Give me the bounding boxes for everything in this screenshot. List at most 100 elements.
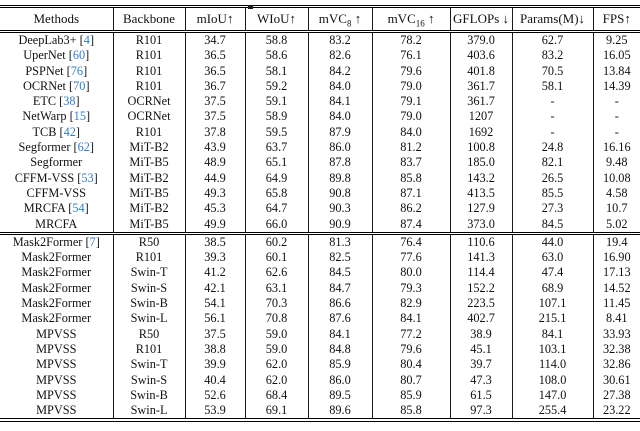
method-cell: Segformer [62] bbox=[18, 140, 94, 155]
value-cell: 86.6 bbox=[307, 296, 373, 312]
method-cell: Mask2Former bbox=[21, 311, 92, 326]
citation-link[interactable]: 53 bbox=[81, 170, 94, 185]
value-cell: 1207 bbox=[449, 109, 513, 125]
method-cell: TCB [42] bbox=[32, 124, 81, 139]
citation-link[interactable]: 62 bbox=[77, 140, 90, 155]
value-cell: 68.4 bbox=[244, 387, 309, 404]
header-arrow: ↑ bbox=[351, 11, 362, 26]
citation-link[interactable]: 70 bbox=[73, 78, 86, 93]
value-cell: 41.2 bbox=[184, 265, 246, 281]
value-cell: 70.3 bbox=[244, 296, 309, 312]
value-cell: 58.1 bbox=[244, 63, 309, 79]
citation-link[interactable]: 7 bbox=[89, 234, 96, 249]
table-row: TCB [42] R101 37.8 59.5 87.9 84.0 1692- - bbox=[0, 124, 640, 141]
value-cell: 85.8 bbox=[371, 403, 451, 423]
method-cell: Mask2Former bbox=[21, 280, 92, 295]
backbone-cell: MiT-B5 bbox=[112, 185, 186, 202]
method-cell: MPVSS bbox=[36, 387, 77, 402]
value-cell: 361.7 bbox=[449, 94, 513, 110]
value-cell: 69.1 bbox=[244, 403, 309, 423]
value-cell: 79.0 bbox=[371, 109, 451, 125]
header-label: mIoU bbox=[196, 11, 227, 26]
backbone-cell: MiT-B5 bbox=[112, 155, 186, 171]
header-label: FPS bbox=[602, 11, 625, 26]
value-cell: 32.86 bbox=[592, 357, 640, 373]
method-cell: PSPNet [76] bbox=[25, 63, 88, 78]
value-cell: 80.7 bbox=[371, 372, 451, 388]
col-header-methods: Methods bbox=[0, 5, 114, 33]
value-cell: 361.7 bbox=[449, 78, 513, 95]
method-cell: MPVSS bbox=[36, 372, 77, 387]
backbone-cell: Swin-L bbox=[112, 311, 186, 327]
header-subscript: 8 bbox=[346, 18, 352, 29]
value-cell: 141.3 bbox=[449, 250, 513, 266]
header-arrow: ↑ bbox=[289, 11, 297, 26]
citation-link[interactable]: 54 bbox=[72, 201, 85, 216]
citation-link[interactable]: 60 bbox=[72, 48, 86, 63]
value-cell: 39.3 bbox=[184, 250, 246, 266]
value-cell: 78.2 bbox=[371, 31, 451, 49]
value-cell: 82.6 bbox=[307, 48, 373, 64]
method-cell: MPVSS bbox=[36, 357, 77, 372]
value-cell: 84.7 bbox=[307, 280, 373, 297]
table-row: MPVSS Swin-B 52.6 68.4 89.5 85.9 61.5 147.0 27.3… bbox=[0, 387, 640, 404]
value-cell: 38.5 bbox=[184, 231, 246, 251]
value-cell: 11.45 bbox=[592, 296, 640, 312]
value-cell: - bbox=[511, 124, 594, 141]
value-cell: 53.9 bbox=[184, 403, 246, 423]
col-header-mvc16: mVC16 ↑ bbox=[371, 5, 451, 33]
value-cell: 83.2 bbox=[307, 31, 373, 49]
col-header-mvc8: mVC8 ↑ bbox=[307, 5, 373, 33]
table-row: Segformer [62] MiT-B2 43.9 63.7 86.0 81.2 100.… bbox=[0, 140, 640, 156]
value-cell: 215.1 bbox=[511, 311, 594, 327]
caption-text-fragment bbox=[248, 5, 253, 9]
col-header-miou: mIoU↑ bbox=[184, 5, 246, 33]
value-cell: 79.6 bbox=[371, 63, 451, 79]
backbone-cell: OCRNet bbox=[112, 94, 186, 110]
method-cell: CFFM-VSS bbox=[26, 185, 86, 200]
value-cell: 16.16 bbox=[592, 140, 640, 156]
citation-link[interactable]: 4 bbox=[83, 33, 90, 47]
value-cell: 89.8 bbox=[307, 170, 373, 186]
table-row: Mask2Former [7] R50 38.5 60.2 81.3 76.4 110.6 4… bbox=[0, 231, 640, 251]
value-cell: 63.7 bbox=[244, 140, 309, 156]
value-cell: 37.5 bbox=[184, 109, 246, 125]
value-cell: 44.9 bbox=[184, 170, 246, 186]
citation-link[interactable]: 38 bbox=[63, 94, 76, 109]
value-cell: 52.6 bbox=[184, 387, 246, 404]
value-cell: 107.1 bbox=[511, 296, 594, 312]
value-cell: 110.6 bbox=[449, 231, 513, 251]
citation-link[interactable]: 76 bbox=[70, 63, 84, 78]
citation-link[interactable]: 15 bbox=[73, 109, 86, 124]
value-cell: 114.0 bbox=[511, 357, 594, 373]
citation-link[interactable]: 42 bbox=[63, 124, 76, 139]
value-cell: 56.1 bbox=[184, 311, 246, 327]
backbone-cell: R101 bbox=[112, 63, 186, 79]
value-cell: 8.41 bbox=[592, 311, 640, 327]
header-label: Params(M) bbox=[520, 11, 579, 26]
value-cell: 87.8 bbox=[307, 155, 373, 171]
value-cell: 87.1 bbox=[371, 185, 451, 202]
value-cell: 100.8 bbox=[449, 140, 513, 156]
method-cell: CFFM-VSS [53] bbox=[14, 170, 98, 185]
value-cell: 48.9 bbox=[184, 155, 246, 171]
value-cell: 16.90 bbox=[592, 250, 640, 266]
value-cell: 87.4 bbox=[371, 216, 451, 234]
value-cell: 47.4 bbox=[511, 265, 594, 281]
value-cell: 5.02 bbox=[592, 216, 640, 234]
value-cell: 24.8 bbox=[511, 140, 594, 156]
backbone-cell: Swin-B bbox=[112, 387, 186, 404]
header-arrow: ↓ bbox=[578, 11, 586, 26]
value-cell: 84.1 bbox=[307, 326, 373, 342]
value-cell: 47.3 bbox=[449, 372, 513, 388]
value-cell: 80.0 bbox=[371, 265, 451, 281]
col-header-wiou: WIoU↑ bbox=[244, 5, 309, 33]
header-label: GFLOPs bbox=[453, 11, 500, 26]
value-cell: 87.6 bbox=[307, 311, 373, 327]
table-row: PSPNet [76] R101 36.5 58.1 84.2 79.6 401.8 70.5… bbox=[0, 63, 640, 79]
table-row: Mask2Former Swin-L 56.1 70.8 87.6 84.1 402.7 21… bbox=[0, 311, 640, 327]
value-cell: 70.8 bbox=[244, 311, 309, 327]
value-cell: - bbox=[511, 94, 594, 110]
method-cell: Mask2Former [7] bbox=[0, 231, 114, 251]
value-cell: 44.0 bbox=[511, 231, 594, 251]
